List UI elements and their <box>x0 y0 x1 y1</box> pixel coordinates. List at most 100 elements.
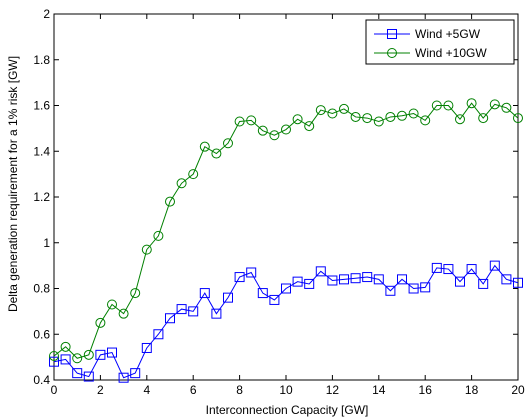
plot-area <box>53 13 519 381</box>
series-2-point <box>304 121 315 132</box>
y-tick-label: 1.4 <box>33 144 50 158</box>
series-1-point <box>107 347 117 358</box>
series-2-line <box>53 102 519 359</box>
series-1-point <box>408 283 419 294</box>
series-1-point <box>188 306 199 317</box>
series-1-point <box>49 356 59 367</box>
series-1-point <box>327 275 338 286</box>
series-2-point <box>141 244 152 255</box>
x-tick-label: 2 <box>97 383 104 397</box>
series-2-point <box>95 317 106 328</box>
y-tick-label: 1.8 <box>33 53 50 67</box>
series-1-point <box>373 274 384 285</box>
series-1-point <box>501 274 512 285</box>
series-2-point <box>315 105 326 116</box>
series-1-point <box>304 278 315 289</box>
series-2-point <box>257 125 268 136</box>
legend-label-wind10: Wind +10GW <box>415 46 487 60</box>
series-2-point <box>420 115 431 126</box>
series-2-point <box>49 350 59 361</box>
series-2-point <box>72 353 83 364</box>
series-1-point <box>234 272 245 283</box>
series-1-point <box>223 292 233 303</box>
series-2-point <box>246 115 257 126</box>
series-2-point <box>385 111 396 122</box>
y-tick-label: 0.4 <box>33 373 50 387</box>
x-tick-label: 18 <box>465 383 479 397</box>
series-1-point <box>211 308 222 319</box>
series-1-point <box>176 304 187 315</box>
series-1-point <box>141 342 152 353</box>
series-1-point <box>118 372 129 383</box>
series-1-point <box>478 278 489 289</box>
series-1-point <box>431 262 442 273</box>
series-2-point <box>478 113 489 124</box>
series-2-point <box>269 130 280 141</box>
series-1-point <box>257 288 268 299</box>
x-tick-label: 4 <box>143 383 150 397</box>
series-2-point <box>234 116 245 127</box>
series-2-point <box>83 349 94 360</box>
series-2-point <box>408 108 419 119</box>
series-1-point <box>281 283 291 294</box>
series-1-point <box>130 368 141 379</box>
legend-marker-wind5 <box>387 29 397 39</box>
series-1-point <box>165 313 175 324</box>
series-2-point <box>211 148 222 159</box>
legend: Wind +5GW Wind +10GW <box>365 19 515 65</box>
series-2-point <box>443 100 454 111</box>
y-tick-label: 0.6 <box>33 327 50 341</box>
series-2-point <box>130 288 141 299</box>
x-tick-label: 8 <box>236 383 243 397</box>
x-tick-label: 0 <box>51 383 58 397</box>
series-2-point <box>60 341 71 352</box>
series-1-point <box>489 260 500 271</box>
series-1-point <box>292 276 303 287</box>
series-2-point <box>466 98 477 109</box>
y-tick-label: 1 <box>43 236 50 250</box>
series-2-point <box>431 100 442 111</box>
x-tick-label: 10 <box>279 383 293 397</box>
series-1-point <box>269 294 280 305</box>
series-2-point <box>176 178 187 189</box>
series-1-point <box>443 264 454 275</box>
series-2-point <box>397 110 407 121</box>
series-2 <box>49 98 523 364</box>
x-axis: 0 2 4 6 8 10 12 14 16 18 20 <box>51 14 525 397</box>
series-1-point <box>153 329 164 340</box>
series-2-point <box>373 116 384 127</box>
y-axis: 0.4 0.6 0.8 1 1.2 1.4 1.6 1.8 2 <box>33 7 518 387</box>
series-1-line <box>53 264 519 379</box>
series-2-point <box>223 138 233 149</box>
series-1-point <box>83 371 94 382</box>
series-2-point <box>339 103 349 114</box>
series-1-point <box>420 282 431 293</box>
series-2-point <box>455 114 465 125</box>
x-tick-label: 16 <box>419 383 433 397</box>
series-2-point <box>362 113 373 124</box>
series-1-point <box>362 272 373 283</box>
series-2-point <box>165 196 175 207</box>
series-2-point <box>281 124 291 135</box>
y-axis-label: Delta generation requirement for a 1% ri… <box>6 56 20 312</box>
series-2-point <box>199 141 210 152</box>
series-1-point <box>397 274 407 285</box>
series-layer <box>49 98 523 383</box>
series-2-point <box>188 169 199 180</box>
legend-marker-wind10 <box>387 48 397 58</box>
series-1-point <box>60 354 71 365</box>
series-1-point <box>315 266 326 277</box>
y-tick-label: 0.8 <box>33 282 50 296</box>
series-2-point <box>118 308 129 319</box>
x-tick-label: 14 <box>372 383 386 397</box>
series-1-point <box>350 273 361 284</box>
series-1 <box>49 260 523 383</box>
legend-label-wind5: Wind +5GW <box>415 27 481 41</box>
y-tick-label: 2 <box>43 7 50 21</box>
plot-frame <box>53 13 519 381</box>
series-1-point <box>466 264 477 275</box>
x-tick-label: 20 <box>511 383 525 397</box>
series-2-point <box>292 114 303 125</box>
series-2-point <box>327 108 338 119</box>
